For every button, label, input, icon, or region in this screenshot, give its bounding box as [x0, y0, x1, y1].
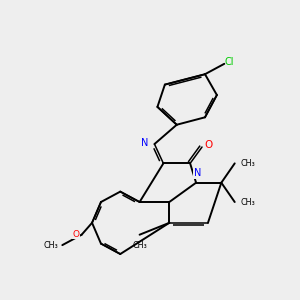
Text: CH₃: CH₃ [240, 197, 255, 206]
Text: CH₃: CH₃ [240, 159, 255, 168]
Text: O: O [204, 140, 213, 150]
Text: O: O [73, 230, 80, 239]
Text: Cl: Cl [225, 57, 234, 67]
Text: CH₃: CH₃ [43, 241, 58, 250]
Text: CH₃: CH₃ [132, 241, 147, 250]
Text: N: N [194, 168, 201, 178]
Text: N: N [140, 138, 148, 148]
